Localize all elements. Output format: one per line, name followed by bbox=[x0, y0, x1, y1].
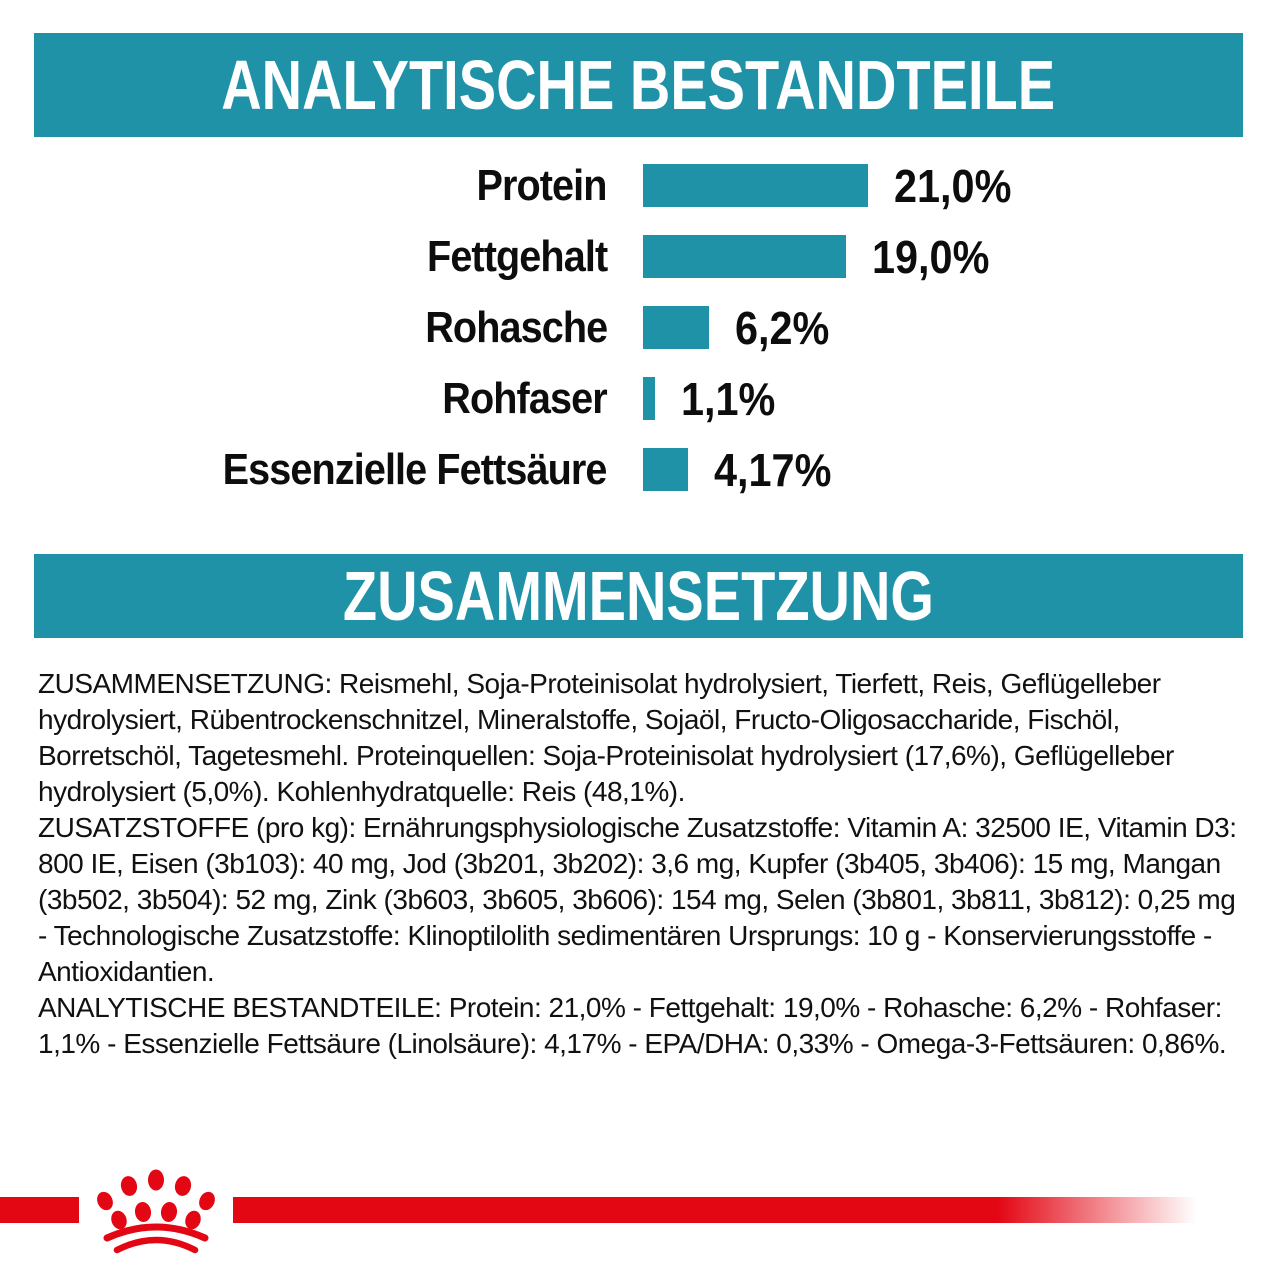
chart-category-label: Protein bbox=[476, 160, 608, 210]
additives-paragraph: ZUSATZSTOFFE (pro kg): Ernährungsphysiol… bbox=[38, 812, 1237, 987]
analytical-header-band: ANALYTISCHE BESTANDTEILE bbox=[34, 33, 1243, 137]
chart-value-label: 4,17% bbox=[714, 443, 832, 496]
composition-header-title: ZUSAMMENSETZUNG bbox=[342, 557, 935, 635]
chart-bar bbox=[643, 164, 868, 207]
chart-bar bbox=[643, 235, 846, 278]
chart-row: Rohasche 6,2% bbox=[0, 292, 1280, 363]
chart-row: Fettgehalt 19,0% bbox=[0, 221, 1280, 292]
analytical-header-title: ANALYTISCHE BESTANDTEILE bbox=[221, 46, 1056, 124]
composition-text-block: ZUSAMMENSETZUNG: Reismehl, Soja-Proteini… bbox=[38, 666, 1248, 1062]
chart-value-label: 1,1% bbox=[681, 372, 776, 425]
chart-value-label: 21,0% bbox=[894, 159, 1012, 212]
chart-category-label: Fettgehalt bbox=[426, 231, 608, 281]
royal-canin-crown-icon bbox=[97, 1169, 215, 1254]
footer-stripe-right bbox=[233, 1197, 1280, 1223]
chart-bar bbox=[643, 448, 688, 491]
chart-value-label: 19,0% bbox=[872, 230, 990, 283]
composition-header-band: ZUSAMMENSETZUNG bbox=[34, 554, 1243, 638]
chart-category-label: Rohfaser bbox=[442, 373, 608, 423]
footer-stripe-left bbox=[0, 1197, 79, 1223]
chart-row: Protein 21,0% bbox=[0, 150, 1280, 221]
chart-category-label: Essenzielle Fettsäure bbox=[223, 444, 608, 494]
analytical-summary-paragraph: ANALYTISCHE BESTANDTEILE: Protein: 21,0%… bbox=[38, 992, 1227, 1059]
chart-value-label: 6,2% bbox=[735, 301, 830, 354]
chart-row: Essenzielle Fettsäure 4,17% bbox=[0, 434, 1280, 505]
chart-bar bbox=[643, 306, 709, 349]
chart-bar bbox=[643, 377, 655, 420]
analytical-chart: Protein 21,0% Fettgehalt 19,0% Rohasche 6,2% R… bbox=[0, 150, 1280, 505]
chart-row: Rohfaser 1,1% bbox=[0, 363, 1280, 434]
chart-category-label: Rohasche bbox=[424, 302, 608, 352]
composition-paragraph: ZUSAMMENSETZUNG: Reismehl, Soja-Proteini… bbox=[38, 668, 1174, 807]
